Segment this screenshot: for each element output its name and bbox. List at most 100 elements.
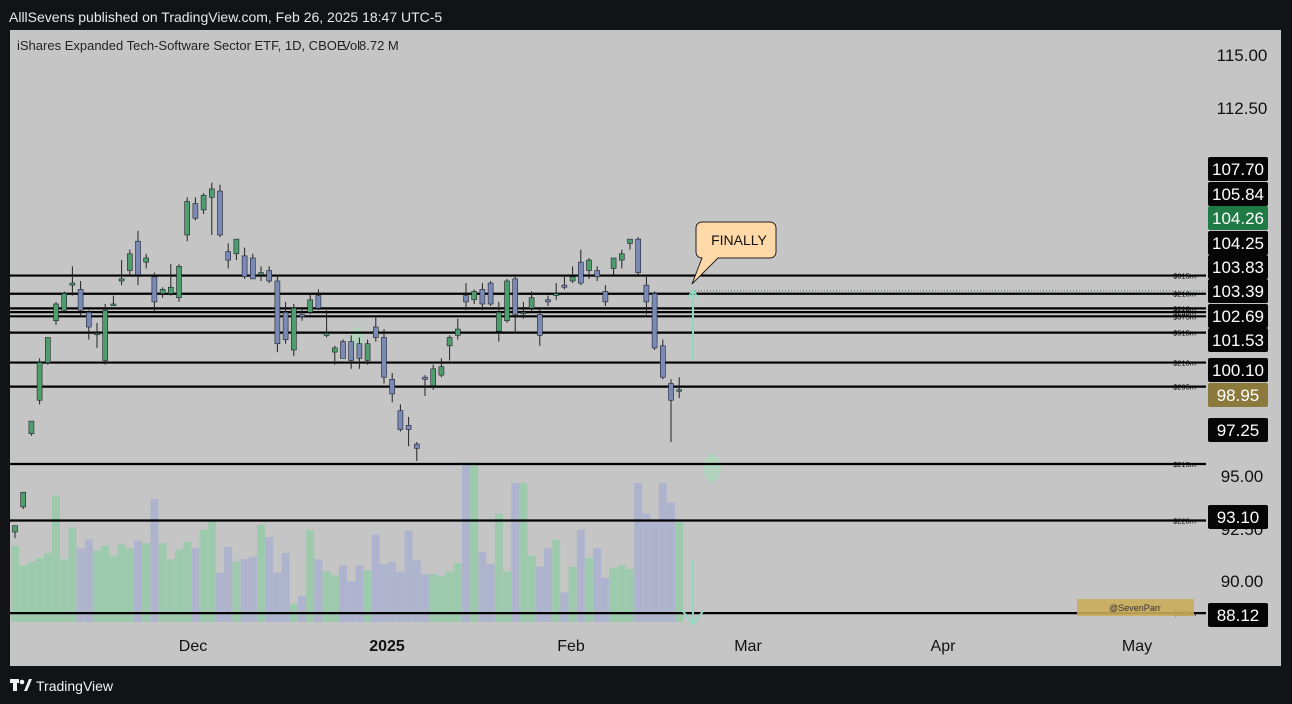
volume-bar — [125, 548, 134, 622]
volume-bar — [43, 553, 52, 622]
footer-bar: TradingView — [0, 670, 1292, 704]
candle-down — [594, 270, 601, 278]
candle-down — [151, 276, 158, 303]
volume-bar — [667, 502, 675, 622]
candle-up — [586, 259, 592, 271]
price-chart[interactable]: $315m$210m$210m$295m$375m$515m$210m$205m… — [10, 30, 1281, 666]
price-tag-label: 98.95 — [1217, 386, 1260, 405]
candle-up — [102, 309, 108, 361]
price-tag — [1208, 182, 1268, 206]
candle-down — [86, 312, 92, 328]
volume-bar — [421, 574, 429, 622]
candle-up — [176, 266, 182, 299]
volume-bar — [240, 559, 249, 622]
candle-up — [307, 299, 314, 313]
price-tag-label: 88.12 — [1217, 606, 1260, 625]
candle-up — [36, 362, 43, 401]
callout-text: FINALLY — [711, 232, 767, 248]
arrow-down-icon — [681, 609, 705, 626]
candle-down — [192, 203, 199, 219]
volume-bar — [404, 530, 413, 622]
candle-down — [266, 270, 273, 282]
candle-down — [135, 240, 141, 276]
volume-bar — [478, 551, 487, 622]
price-tag-label: 104.26 — [1212, 209, 1264, 228]
candle-up — [94, 332, 100, 336]
volume-bar — [330, 575, 339, 622]
volume-bar — [76, 548, 85, 622]
candle-up — [323, 332, 330, 336]
volume-bar — [462, 462, 470, 622]
watermark-box — [1077, 599, 1194, 616]
price-tag-label: 93.10 — [1217, 508, 1260, 527]
volume-bar — [388, 561, 397, 622]
volume-bar — [470, 462, 479, 622]
volume-bar — [371, 534, 380, 622]
candle-down — [225, 251, 231, 261]
volume-bar — [527, 555, 536, 622]
volume-bar — [216, 572, 224, 622]
volume-bar — [175, 549, 183, 622]
volume-bar — [52, 495, 60, 622]
candle-up — [528, 297, 535, 309]
candle-down — [274, 280, 281, 345]
volume-bar — [609, 567, 618, 622]
candle-down — [479, 289, 486, 305]
volume-bar — [322, 571, 331, 622]
candle-up — [127, 253, 133, 271]
price-tag-label: 105.84 — [1212, 185, 1264, 204]
x-tick-label: 2025 — [369, 638, 405, 655]
candle-up — [438, 366, 445, 376]
publish-bar: AlllSevens published on TradingView.com,… — [0, 0, 1292, 30]
candle-up — [520, 312, 527, 315]
volume-bar — [355, 565, 364, 622]
candle-up — [553, 293, 560, 296]
candle-up — [430, 368, 437, 386]
candle-up — [618, 253, 625, 261]
level-label: $205m — [1173, 383, 1196, 392]
y-tick-label: 112.50 — [1217, 99, 1268, 118]
volume-bar — [486, 564, 495, 622]
price-tag-label: 104.25 — [1212, 234, 1264, 253]
volume-bar — [68, 527, 77, 622]
level-label: $375m — [1173, 312, 1196, 321]
candle-down — [651, 293, 658, 349]
candle-up — [53, 303, 59, 322]
candle-down — [422, 376, 428, 380]
candle-down — [487, 282, 494, 305]
candle-up — [627, 238, 633, 244]
volume-bar — [634, 482, 643, 622]
volume-bar — [109, 555, 118, 622]
volume-bar — [314, 559, 323, 622]
volume-bar — [273, 572, 282, 622]
price-tag — [1208, 358, 1268, 382]
x-tick-label: Feb — [557, 638, 585, 655]
volume-label: Vol — [342, 38, 360, 53]
volume-bar — [363, 570, 372, 622]
candle-up — [290, 307, 297, 351]
x-tick-label: May — [1122, 638, 1152, 655]
volume-bar — [150, 498, 159, 622]
x-tick-label: Apr — [931, 638, 957, 655]
volume-bar — [60, 559, 69, 622]
price-tag — [1208, 304, 1268, 328]
volume-bar — [445, 571, 454, 622]
chart-area[interactable]: $315m $210m $210m $295m $375m $515m $210m $205m… — [10, 30, 1281, 666]
level-label: $220m — [1173, 516, 1196, 525]
candle-down — [405, 425, 412, 430]
volume-bar — [437, 576, 446, 622]
volume-bar — [281, 553, 290, 622]
volume-bar — [593, 548, 602, 622]
candle-up — [28, 420, 35, 434]
price-tag — [1208, 279, 1268, 303]
candle-down — [77, 289, 84, 311]
candle-down — [381, 337, 387, 378]
volume-bar — [576, 529, 585, 622]
candle-up — [20, 491, 26, 508]
candle-up — [569, 276, 576, 282]
volume-bar — [503, 571, 511, 622]
volume-bar — [306, 529, 315, 622]
candle-up — [69, 282, 76, 286]
volume-bar — [199, 529, 208, 622]
publish-line: AlllSevens published on TradingView.com,… — [9, 9, 443, 25]
